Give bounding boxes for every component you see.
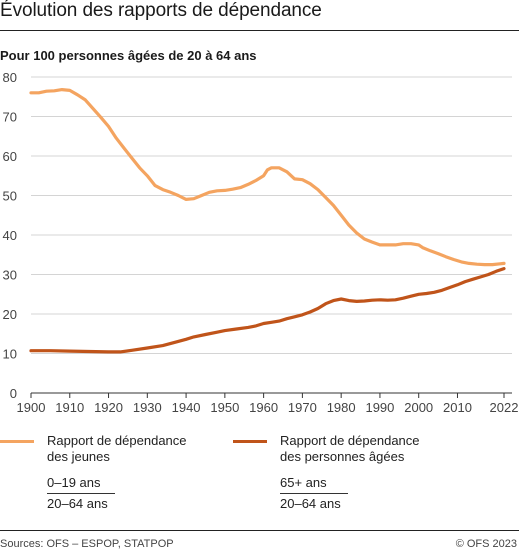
series-line-jeunes bbox=[29, 88, 506, 267]
legend-item-agees: Rapport de dépendance des personnes âgée… bbox=[233, 433, 513, 513]
legend-label-jeunes-line1: Rapport de dépendance bbox=[47, 433, 187, 448]
series-line-agees bbox=[29, 267, 506, 354]
legend-swatch-agees bbox=[233, 440, 267, 443]
legend-swatch-jeunes bbox=[0, 440, 34, 443]
x-tick-label: 2010 bbox=[443, 400, 472, 415]
legend-fraction-jeunes: 0–19 ans 20–64 ans bbox=[47, 475, 115, 512]
y-tick-label: 80 bbox=[3, 70, 17, 85]
x-tick-label: 1940 bbox=[172, 400, 201, 415]
footer-divider bbox=[0, 530, 519, 531]
y-tick-label: 50 bbox=[3, 189, 17, 204]
y-tick-label: 60 bbox=[3, 149, 17, 164]
y-tick-label: 40 bbox=[3, 228, 17, 243]
chart-subtitle: Pour 100 personnes âgées de 20 à 64 ans bbox=[0, 48, 257, 63]
grid-layer bbox=[31, 76, 512, 354]
copyright-note: © OFS 2023 bbox=[455, 538, 517, 550]
legend-label-agees-line2: des personnes âgées bbox=[280, 449, 405, 464]
source-note: Sources: OFS – ESPOP, STATPOP bbox=[0, 538, 174, 550]
y-tick-label: 20 bbox=[3, 307, 17, 322]
x-tick-label: 1980 bbox=[327, 400, 356, 415]
legend-fraction-agees: 65+ ans 20–64 ans bbox=[280, 475, 348, 512]
x-tick-label: 1960 bbox=[249, 400, 278, 415]
chart-title: Évolution des rapports de dépendance bbox=[0, 0, 322, 21]
x-tick-label: 2000 bbox=[404, 400, 433, 415]
y-tick-label: 70 bbox=[3, 110, 17, 125]
legend-label-jeunes-line2: des jeunes bbox=[47, 449, 110, 464]
legend-numerator-agees: 65+ ans bbox=[280, 475, 348, 494]
x-tick-label: 1930 bbox=[133, 400, 162, 415]
legend-denominator-jeunes: 20–64 ans bbox=[47, 496, 108, 511]
legend-label-agees-line1: Rapport de dépendance bbox=[280, 433, 420, 448]
x-tick-label: 1900 bbox=[17, 400, 46, 415]
x-tick-label: 2022 bbox=[490, 400, 519, 415]
legend-numerator-jeunes: 0–19 ans bbox=[47, 475, 115, 494]
y-tick-label: 0 bbox=[10, 386, 17, 401]
y-tick-label: 30 bbox=[3, 268, 17, 283]
y-tick-label: 10 bbox=[3, 347, 17, 362]
x-tick-label: 1920 bbox=[94, 400, 123, 415]
legend-denominator-agees: 20–64 ans bbox=[280, 496, 341, 511]
series-layer bbox=[29, 88, 506, 354]
title-divider bbox=[0, 30, 519, 31]
legend-item-jeunes: Rapport de dépendance des jeunes 0–19 an… bbox=[0, 433, 200, 513]
x-tick-label: 1950 bbox=[210, 400, 239, 415]
x-tick-label: 1990 bbox=[365, 400, 394, 415]
axis-layer: 0 10 20 30 40 50 60 70 80 1900 1910 1920 1930 1940 195… bbox=[3, 70, 519, 415]
x-tick-label: 1910 bbox=[55, 400, 84, 415]
x-tick-label: 1970 bbox=[288, 400, 317, 415]
line-chart: 0 10 20 30 40 50 60 70 80 1900 1910 1920 1930 1940 195… bbox=[3, 70, 519, 415]
